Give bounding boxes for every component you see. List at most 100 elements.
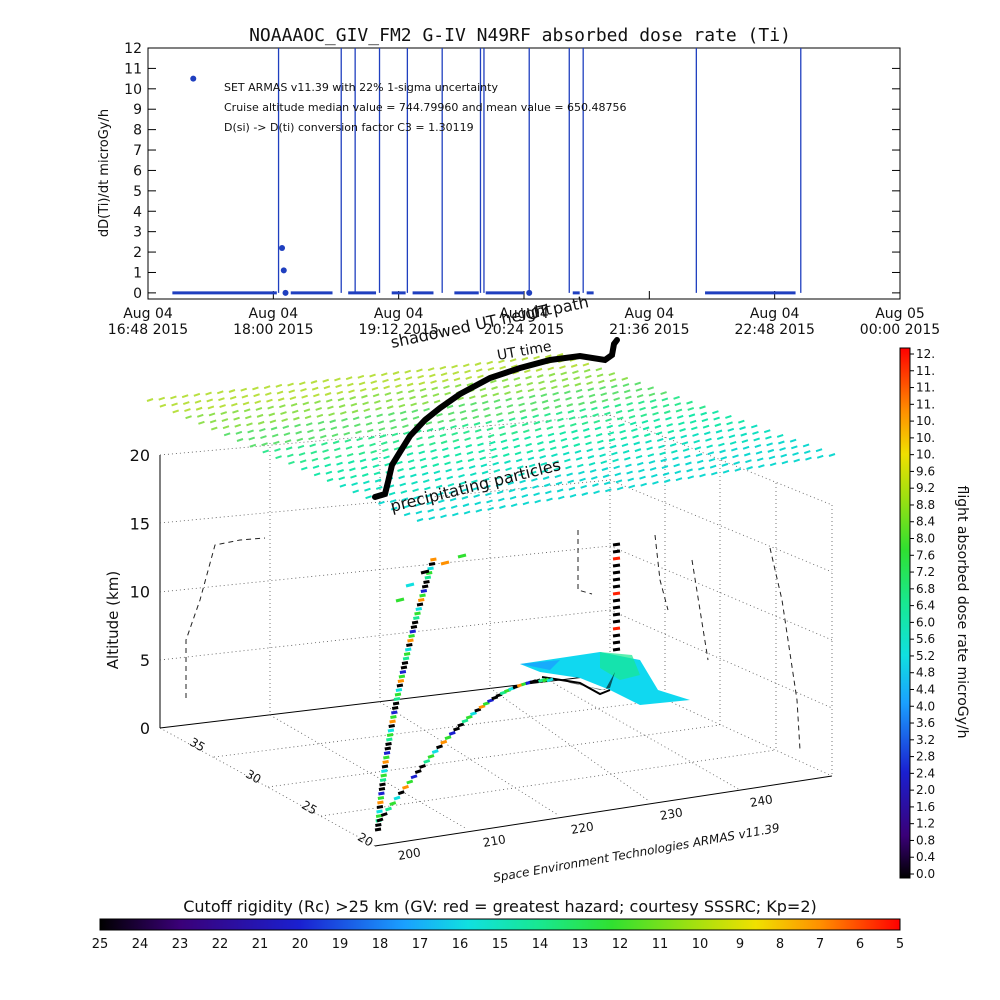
particle-mark xyxy=(329,419,337,424)
particle-mark xyxy=(371,456,379,461)
particle-mark xyxy=(283,432,291,437)
particle-mark xyxy=(411,480,418,485)
particle-mark xyxy=(355,430,362,435)
dose-rate-colorbar: 12. 11. 11. 11. 10. 10. 10. 9.6 9.2 8.8 8.4 8.0 7.6 7… xyxy=(899,347,970,881)
particle-mark xyxy=(256,413,264,418)
particle-mark xyxy=(431,386,439,391)
particle-mark xyxy=(451,364,458,369)
particle-mark xyxy=(742,445,750,450)
dose-point xyxy=(280,267,287,274)
particle-mark xyxy=(756,457,764,462)
particle-mark xyxy=(261,442,268,447)
particle-mark xyxy=(234,423,242,428)
particle-mark xyxy=(680,434,688,439)
rigidity-gradient xyxy=(99,918,901,931)
particle-mark xyxy=(706,444,713,449)
particle-mark xyxy=(447,411,455,416)
dose-point xyxy=(279,244,286,251)
particle-mark xyxy=(434,477,442,482)
particle-mark xyxy=(206,398,214,403)
particle-mark xyxy=(612,458,619,463)
colorbar-tick-label: 1.2 xyxy=(916,817,935,831)
particle-mark xyxy=(444,461,451,466)
particle-mark xyxy=(481,400,489,405)
particle-mark xyxy=(584,434,591,439)
particle-mark xyxy=(236,438,244,442)
particle-mark xyxy=(229,395,237,400)
particle-mark xyxy=(634,448,642,453)
particle-mark xyxy=(573,443,581,447)
particle-mark xyxy=(753,437,760,442)
climb-marker xyxy=(405,582,415,588)
particle-mark xyxy=(686,400,693,405)
particle-mark xyxy=(438,426,446,431)
particle-mark xyxy=(450,424,457,429)
particle-mark xyxy=(399,482,407,487)
particle-mark xyxy=(344,438,352,443)
particle-mark xyxy=(554,474,562,479)
particle-mark xyxy=(396,460,403,465)
particle-mark xyxy=(650,405,658,410)
particle-mark xyxy=(501,446,509,451)
climb-marker xyxy=(376,809,383,814)
particle-mark xyxy=(496,490,504,495)
ground-track-marker xyxy=(410,774,418,780)
particle-mark xyxy=(453,377,461,382)
dose-point xyxy=(526,289,533,296)
climb-marker xyxy=(396,683,404,688)
climb-marker xyxy=(388,724,395,728)
particle-mark xyxy=(427,508,434,513)
particle-mark xyxy=(475,368,483,373)
particle-mark xyxy=(616,416,624,421)
particle-mark xyxy=(517,396,524,401)
particle-mark xyxy=(291,409,299,414)
particle-mark xyxy=(535,434,543,439)
particle-mark xyxy=(335,454,342,459)
particle-mark xyxy=(451,431,459,436)
particle-mark xyxy=(317,420,325,425)
particle-mark xyxy=(779,447,786,452)
particle-mark xyxy=(403,431,410,436)
particle-mark xyxy=(443,385,450,390)
particle-mark xyxy=(663,410,671,415)
particle-mark xyxy=(360,465,368,470)
particle-mark xyxy=(569,493,577,498)
particle-mark xyxy=(462,363,470,368)
particle-mark xyxy=(466,451,474,455)
climb-marker xyxy=(421,584,429,589)
particle-mark xyxy=(242,401,250,406)
particle-mark xyxy=(406,382,414,387)
particle-mark xyxy=(780,453,788,458)
particle-mark xyxy=(427,367,435,372)
particle-mark xyxy=(310,380,318,384)
particle-mark xyxy=(743,452,751,457)
particle-mark xyxy=(447,482,455,487)
particle-mark xyxy=(349,467,356,472)
climb-marker xyxy=(420,569,430,575)
colorbar-tick-label: 3.2 xyxy=(916,733,935,747)
particle-mark xyxy=(518,472,525,477)
particle-mark xyxy=(449,418,456,423)
particle-mark xyxy=(314,400,321,405)
particle-mark xyxy=(454,452,462,457)
particle-mark xyxy=(465,444,473,448)
particle-mark xyxy=(553,398,561,403)
particle-mark xyxy=(459,410,467,414)
particle-mark xyxy=(520,486,528,491)
particle-mark xyxy=(576,463,584,468)
particle-mark xyxy=(703,431,711,436)
climb-marker xyxy=(411,620,419,625)
climb-marker xyxy=(393,697,401,701)
particle-mark xyxy=(468,465,476,470)
particle-mark xyxy=(688,413,696,418)
ground-track-marker xyxy=(423,758,431,764)
particle-mark xyxy=(443,454,450,459)
rigidity-tick-label: 21 xyxy=(252,937,269,952)
descent-marker xyxy=(612,612,621,617)
particle-mark xyxy=(602,474,610,479)
particle-mark xyxy=(614,403,622,408)
scene-label-precipitating: precipitating particles xyxy=(388,455,562,516)
particle-mark xyxy=(763,429,771,434)
annotation-line-3: D(si) -> D(ti) conversion factor C3 = 1.… xyxy=(224,121,474,134)
rigidity-tick-label: 23 xyxy=(172,937,189,952)
